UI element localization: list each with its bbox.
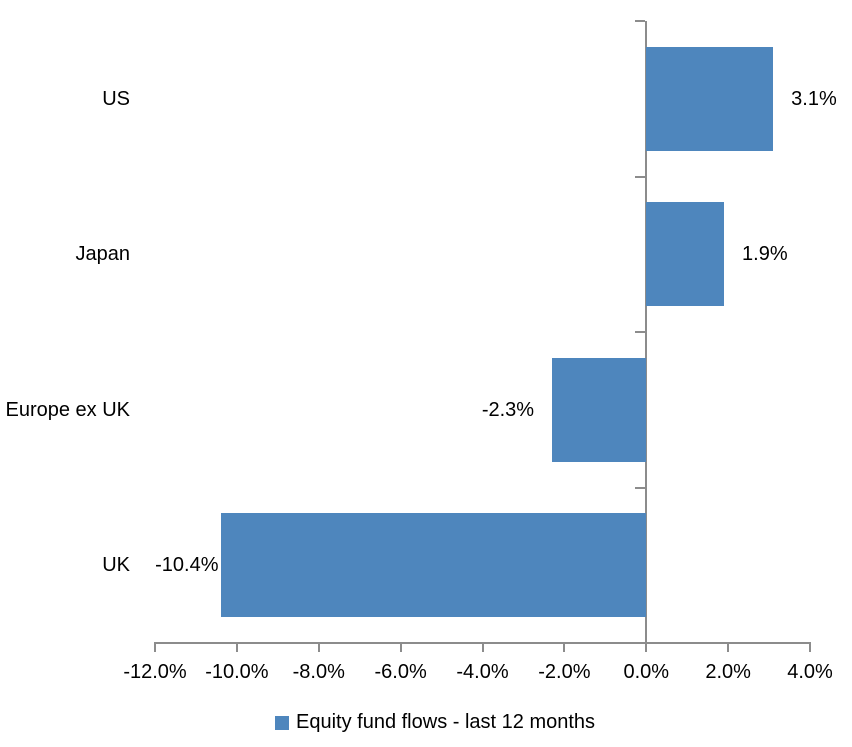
- data-label: 1.9%: [742, 243, 788, 266]
- bar-europe-ex-uk: [552, 357, 647, 462]
- bar-us: [646, 46, 774, 151]
- x-tick-mark: [235, 643, 238, 652]
- x-tick-label: -10.0%: [205, 661, 269, 683]
- x-tick-mark: [563, 643, 566, 652]
- x-tick-mark: [399, 643, 402, 652]
- category-tick-mark: [635, 20, 646, 22]
- bar-japan: [646, 202, 725, 307]
- legend: Equity fund flows - last 12 months: [275, 711, 595, 734]
- x-tick-mark: [154, 643, 156, 652]
- x-tick-label: -8.0%: [292, 661, 345, 683]
- x-tick-label: 0.0%: [623, 661, 670, 683]
- category-label: US: [102, 87, 130, 110]
- zero-axis-line: [645, 21, 648, 652]
- x-tick-label: -12.0%: [123, 661, 187, 683]
- x-tick-label: -6.0%: [374, 661, 427, 683]
- category-tick-mark: [635, 175, 646, 178]
- data-label: -10.4%: [155, 554, 219, 577]
- category-tick-mark: [635, 486, 646, 489]
- bar-uk: [220, 513, 647, 618]
- category-label: Europe ex UK: [5, 398, 130, 421]
- data-label: 3.1%: [791, 87, 837, 110]
- x-tick-label: 4.0%: [787, 661, 833, 683]
- x-tick-label: -4.0%: [456, 661, 509, 683]
- x-tick-label: -2.0%: [538, 661, 591, 683]
- category-tick-mark: [635, 331, 646, 333]
- x-tick-mark: [809, 643, 811, 652]
- category-label: UK: [102, 554, 130, 577]
- x-tick-mark: [481, 643, 484, 652]
- data-label: -2.3%: [481, 398, 535, 421]
- category-label: Japan: [75, 243, 131, 266]
- x-tick-label: 2.0%: [705, 661, 751, 683]
- x-tick-mark: [317, 643, 320, 652]
- legend-series-marker: [275, 715, 289, 730]
- legend-series-label: Equity fund flows - last 12 months: [296, 711, 596, 733]
- x-tick-mark: [727, 643, 730, 652]
